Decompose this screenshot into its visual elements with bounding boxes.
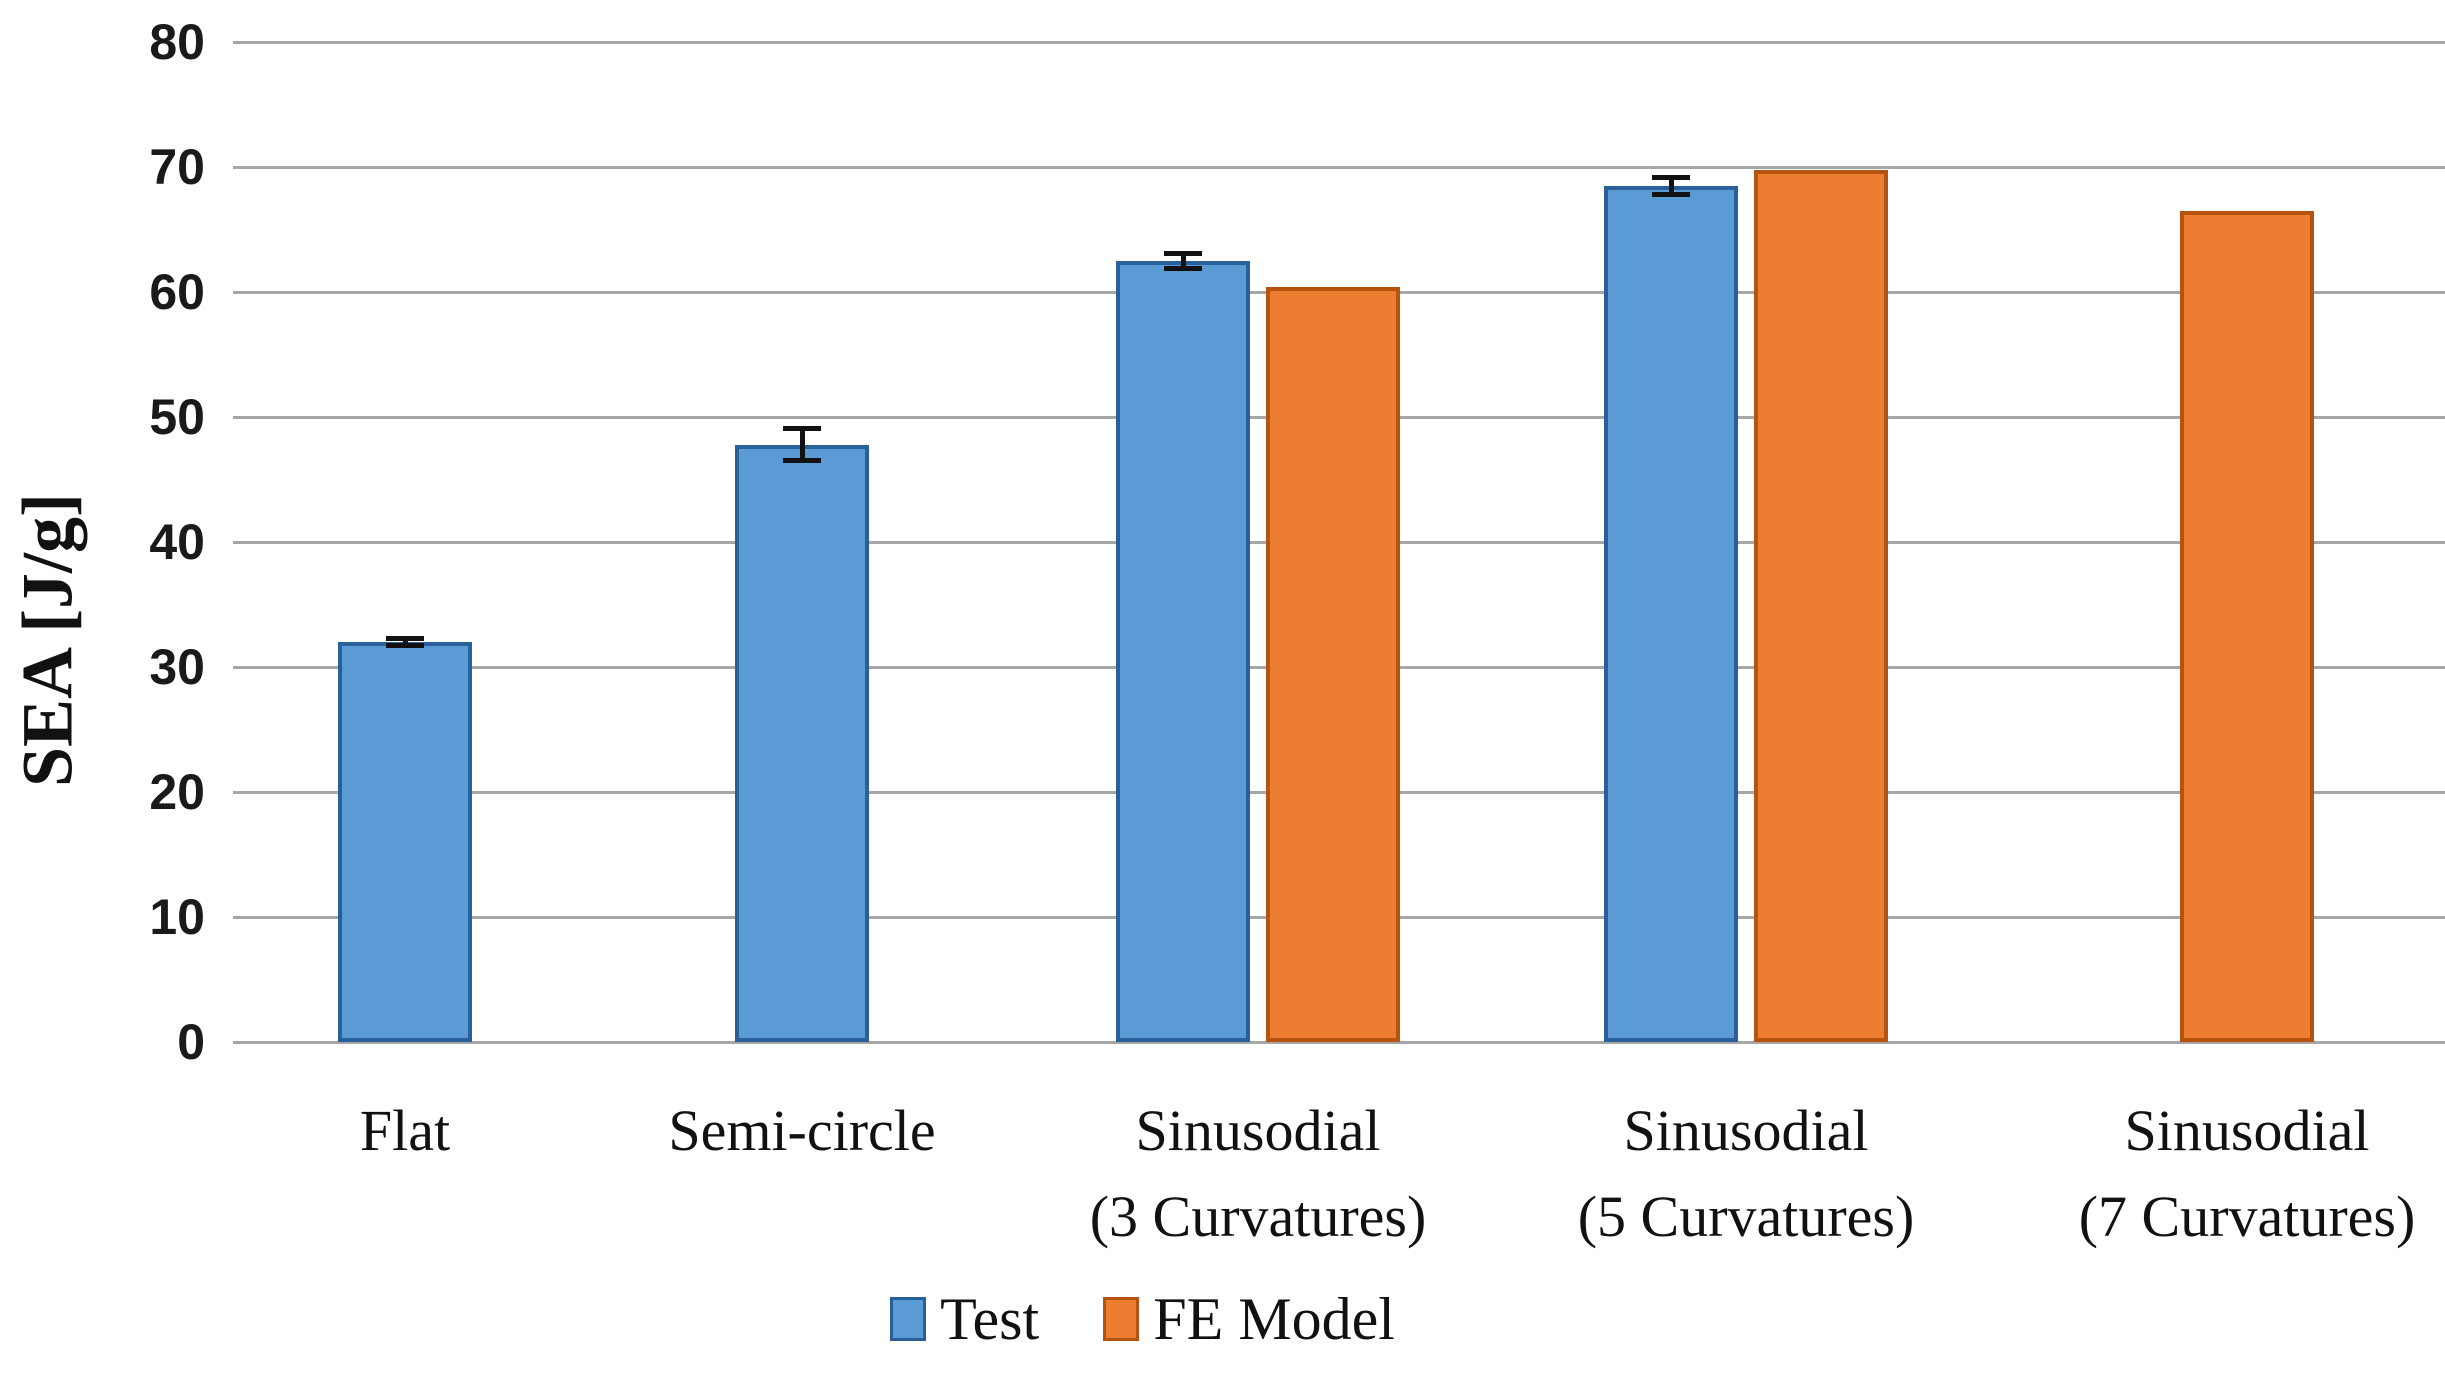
x-axis-label-line: Flat <box>359 1098 451 1163</box>
y-axis-tick-label: 50 <box>149 389 205 445</box>
error-bar-cap-bottom <box>1164 265 1202 271</box>
error-bar-cap-bottom <box>1652 192 1690 197</box>
y-axis-tick-label: 60 <box>149 264 205 320</box>
error-bar-line <box>1180 253 1186 269</box>
legend-swatch-icon <box>1103 1297 1140 1341</box>
bar-fe-model-3 <box>1266 287 1400 1042</box>
x-axis-label-line: (3 Curvatures) <box>1089 1184 1427 1249</box>
legend-item-test: Test <box>890 1284 1039 1354</box>
y-axis-tick-label: 40 <box>149 514 205 570</box>
bar-test-1 <box>338 642 472 1042</box>
gridline-0 <box>233 1040 2445 1044</box>
x-axis-category-label: Sinusodial (3 Curvatures) <box>958 1088 1558 1260</box>
y-axis-tick-label: 10 <box>149 889 205 945</box>
legend-swatch-icon <box>890 1297 927 1341</box>
x-axis-label-line: Semi-circle <box>668 1098 936 1163</box>
legend: Test FE Model <box>0 1284 2365 1354</box>
gridline-80 <box>233 40 2445 44</box>
x-axis-category-label: Semi-circle <box>502 1088 1102 1174</box>
error-bar-cap-bottom <box>783 458 821 464</box>
x-axis-label-line: Sinusodial <box>2124 1098 2370 1163</box>
error-bar-line <box>402 638 408 646</box>
y-axis-tick-label: 70 <box>149 139 205 195</box>
gridline-70 <box>233 165 2445 169</box>
error-bar-cap-top <box>1652 174 1690 180</box>
legend-label: Test <box>940 1286 1040 1352</box>
y-axis-tick-label: 20 <box>149 764 205 820</box>
error-bar-cap-top <box>1164 250 1202 256</box>
error-bar-cap-bottom <box>386 643 424 649</box>
x-axis-label-line: (7 Curvatures) <box>2078 1184 2416 1249</box>
x-axis-category-label: Sinusodial (7 Curvatures) <box>1947 1088 2445 1260</box>
y-axis-tick-label: 80 <box>149 14 205 70</box>
bar-test-3 <box>1116 260 1250 1042</box>
bar-test-2 <box>735 444 869 1042</box>
y-axis-tick-label: 30 <box>149 639 205 695</box>
x-axis-label-line: Sinusodial <box>1623 1098 1869 1163</box>
x-axis-category-label: Sinusodial (5 Curvatures) <box>1446 1088 2046 1260</box>
y-axis-tick-label: 0 <box>177 1014 205 1070</box>
x-axis-label-line: Sinusodial <box>1135 1098 1381 1163</box>
x-axis-label-line: (5 Curvatures) <box>1577 1184 1915 1249</box>
x-axis-category-label: Flat <box>105 1088 705 1174</box>
bar-fe-model-5 <box>2180 210 2314 1042</box>
error-bar-cap-top <box>783 425 821 431</box>
error-bar-cap-top <box>386 635 424 641</box>
bar-fe-model-4 <box>1754 169 1888 1042</box>
bar-test-4 <box>1604 185 1738 1042</box>
error-bar-line <box>1668 177 1674 195</box>
legend-label: FE Model <box>1153 1286 1395 1352</box>
error-bar-line <box>799 428 805 461</box>
legend-item-fe-model: FE Model <box>1103 1284 1395 1354</box>
